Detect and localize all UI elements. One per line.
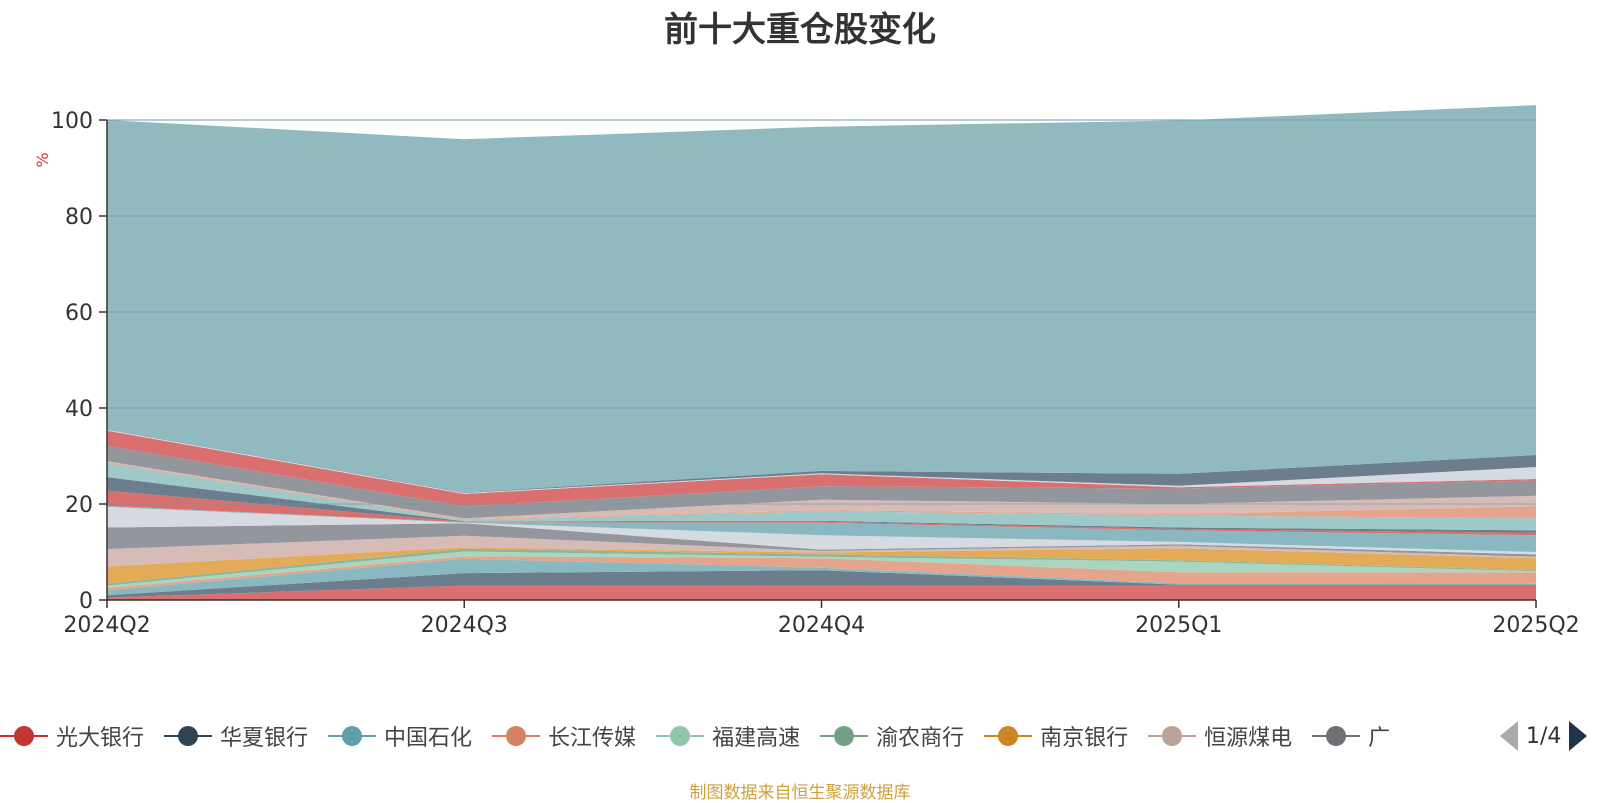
y-tick-label: 60 <box>65 301 93 326</box>
area-series-layer <box>107 105 1536 600</box>
legend-item[interactable]: 渝农商行 <box>820 718 964 754</box>
area-series-21 <box>107 105 1536 493</box>
x-tick-label: 2024Q3 <box>421 613 508 638</box>
legend-item[interactable]: 广 <box>1312 718 1390 754</box>
area-series-17 <box>107 445 1536 519</box>
axes: 0 20 40 60 80 100 2024Q2 2024Q3 2024Q4 2025Q1 2025… <box>51 109 1580 638</box>
x-tick-label: 2025Q2 <box>1492 613 1579 638</box>
legend-label: 中国石化 <box>384 726 473 751</box>
area-series-13 <box>107 477 1536 533</box>
legend-page-indicator: 1/4 <box>1526 723 1562 749</box>
legend-prev-arrow-icon[interactable] <box>1500 721 1518 751</box>
x-tick-label: 2024Q4 <box>778 613 865 638</box>
legend-label: 渝农商行 <box>876 726 965 751</box>
area-series-4 <box>107 556 1536 591</box>
legend: 光大银行 华夏银行 中国石化 长江传媒 福建高速 渝农商行 南京银行 恒源煤电 广 <box>0 718 1480 754</box>
area-series-15 <box>107 462 1536 521</box>
area-series-7 <box>107 547 1536 584</box>
legend-pager: 1/4 <box>1500 718 1588 754</box>
legend-marker-icon <box>656 724 705 748</box>
legend-label: 长江传媒 <box>548 726 637 751</box>
y-tick-label: 100 <box>51 109 93 134</box>
legend-marker-icon <box>492 724 541 748</box>
y-tick-label: 0 <box>79 589 93 614</box>
legend-marker-icon <box>1148 724 1197 748</box>
legend-marker-icon <box>1312 724 1361 748</box>
legend-marker-icon <box>164 724 213 748</box>
y-tick-label: 40 <box>65 397 93 422</box>
area-series-16 <box>107 461 1536 520</box>
legend-item[interactable]: 光大银行 <box>0 718 144 754</box>
y-tick-label: 20 <box>65 493 93 518</box>
area-series-8 <box>107 535 1536 567</box>
legend-item[interactable]: 华夏银行 <box>164 718 308 754</box>
source-note: 制图数据来自恒生聚源数据库 <box>689 783 911 803</box>
legend-marker-icon <box>820 724 869 748</box>
area-series-18 <box>107 430 1536 507</box>
area-series-14 <box>107 463 1536 531</box>
legend-item[interactable]: 长江传媒 <box>492 718 636 754</box>
area-series-3 <box>107 558 1536 596</box>
area-series-20 <box>107 429 1536 493</box>
legend-marker-icon <box>328 724 377 748</box>
legend-marker-icon <box>984 724 1033 748</box>
area-series-10 <box>107 506 1536 555</box>
x-tick-label: 2025Q1 <box>1135 613 1222 638</box>
area-series-1 <box>107 585 1536 600</box>
legend-label: 广 <box>1368 726 1391 751</box>
area-series-5 <box>107 551 1536 588</box>
area-series-11 <box>107 505 1536 552</box>
y-axis-unit-label: % <box>33 152 52 167</box>
area-series-6 <box>107 548 1536 586</box>
legend-item[interactable]: 南京银行 <box>984 718 1128 754</box>
area-series-9 <box>107 523 1536 557</box>
legend-label: 华夏银行 <box>220 726 309 751</box>
y-tick-label: 80 <box>65 205 93 230</box>
legend-label: 福建高速 <box>712 726 801 751</box>
area-series-2 <box>107 570 1536 598</box>
legend-label: 南京银行 <box>1040 726 1129 751</box>
stacked-area-chart: 0 20 40 60 80 100 2024Q2 2024Q3 2024Q4 2025Q1 2025… <box>33 105 1580 638</box>
legend-item[interactable]: 福建高速 <box>656 718 800 754</box>
chart-title: 前十大重仓股变化 <box>664 10 936 50</box>
legend-item[interactable]: 中国石化 <box>328 718 472 754</box>
legend-item[interactable]: 恒源煤电 <box>1148 718 1292 754</box>
x-tick-label: 2024Q2 <box>63 613 150 638</box>
legend-label: 恒源煤电 <box>1204 726 1293 751</box>
legend-marker-icon <box>0 724 48 748</box>
legend-next-arrow-icon[interactable] <box>1569 721 1588 751</box>
legend-label: 光大银行 <box>56 726 145 751</box>
